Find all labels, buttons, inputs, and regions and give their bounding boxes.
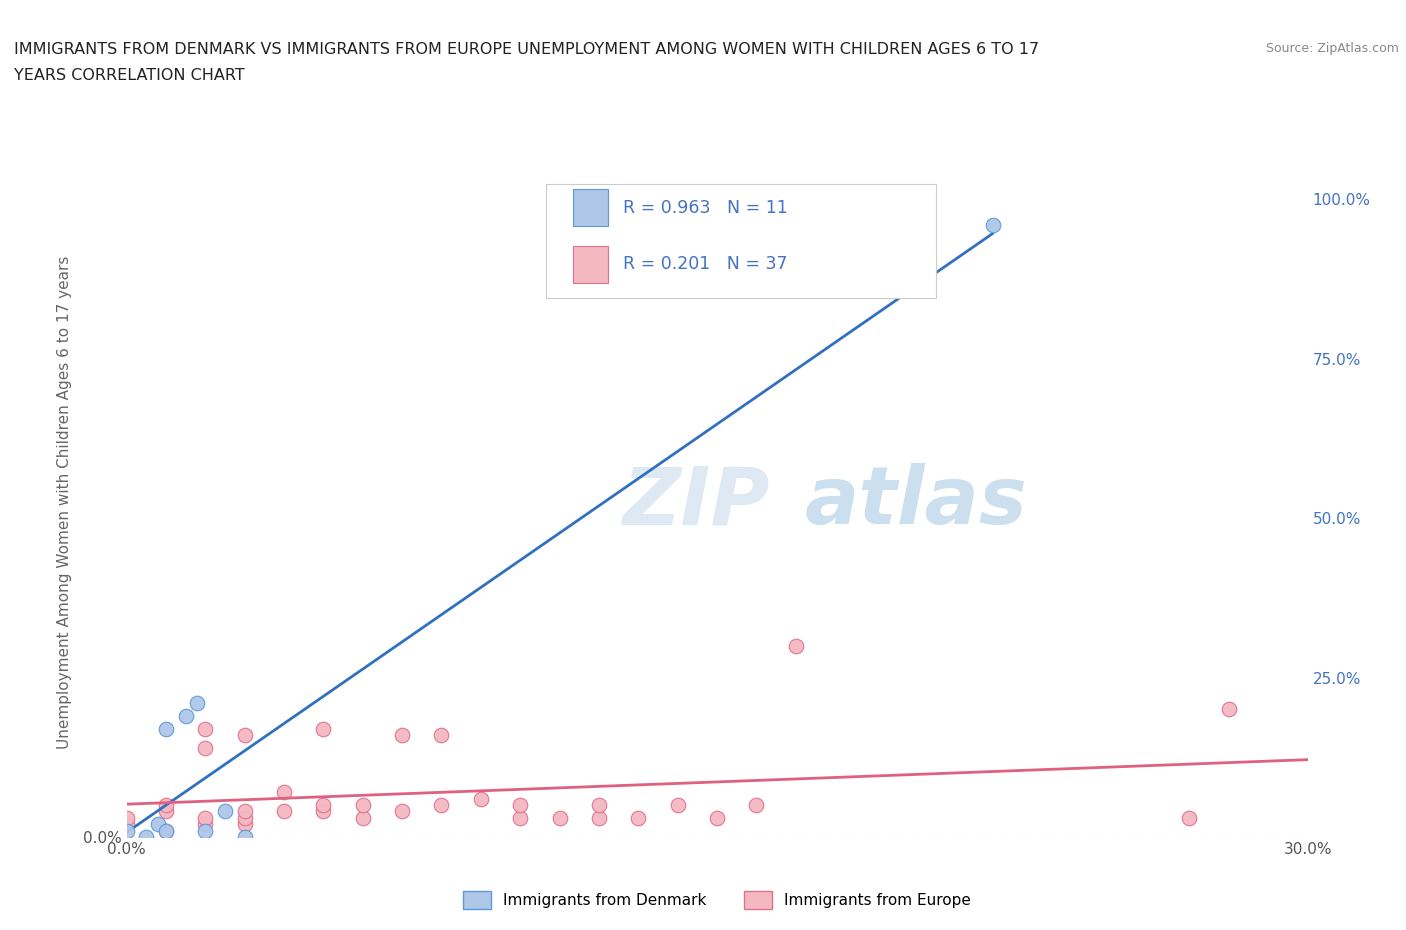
Point: [312, 804, 335, 819]
Point: [745, 798, 768, 813]
Point: [155, 823, 177, 838]
Point: [509, 810, 531, 825]
Point: [1178, 810, 1201, 825]
Point: [509, 798, 531, 813]
Point: [1218, 702, 1240, 717]
Point: [115, 817, 138, 831]
Point: [155, 798, 177, 813]
Point: [233, 810, 256, 825]
Point: [352, 798, 374, 813]
Point: [548, 810, 571, 825]
Point: [981, 218, 1004, 232]
Text: YEARS CORRELATION CHART: YEARS CORRELATION CHART: [14, 68, 245, 83]
Point: [666, 798, 689, 813]
Legend: Immigrants from Denmark, Immigrants from Europe: Immigrants from Denmark, Immigrants from…: [456, 884, 979, 916]
Point: [194, 817, 217, 831]
Point: [430, 798, 453, 813]
Point: [194, 823, 217, 838]
Point: [155, 804, 177, 819]
Text: IMMIGRANTS FROM DENMARK VS IMMIGRANTS FROM EUROPE UNEMPLOYMENT AMONG WOMEN WITH : IMMIGRANTS FROM DENMARK VS IMMIGRANTS FR…: [14, 42, 1039, 57]
Text: R = 0.201   N = 37: R = 0.201 N = 37: [623, 255, 787, 273]
Point: [233, 804, 256, 819]
FancyBboxPatch shape: [574, 190, 609, 226]
Point: [214, 804, 236, 819]
Point: [706, 810, 728, 825]
Point: [588, 798, 610, 813]
Point: [785, 638, 807, 653]
Point: [194, 810, 217, 825]
Point: [627, 810, 650, 825]
Point: [174, 709, 197, 724]
FancyBboxPatch shape: [574, 246, 609, 283]
Point: [233, 727, 256, 742]
Point: [135, 830, 157, 844]
Point: [273, 785, 295, 800]
Point: [312, 798, 335, 813]
Point: [470, 791, 492, 806]
Point: [186, 696, 208, 711]
Text: atlas: atlas: [804, 463, 1028, 541]
Text: Source: ZipAtlas.com: Source: ZipAtlas.com: [1265, 42, 1399, 55]
Point: [115, 810, 138, 825]
Point: [273, 804, 295, 819]
Point: [588, 810, 610, 825]
Text: ZIP: ZIP: [623, 463, 770, 541]
Point: [194, 721, 217, 736]
FancyBboxPatch shape: [546, 184, 935, 298]
Point: [194, 740, 217, 755]
Point: [115, 823, 138, 838]
Point: [430, 727, 453, 742]
Point: [233, 830, 256, 844]
Point: [391, 804, 413, 819]
Point: [155, 823, 177, 838]
Y-axis label: Unemployment Among Women with Children Ages 6 to 17 years: Unemployment Among Women with Children A…: [56, 256, 72, 749]
Point: [391, 727, 413, 742]
Text: R = 0.963   N = 11: R = 0.963 N = 11: [623, 199, 787, 217]
Point: [146, 817, 169, 831]
Point: [312, 721, 335, 736]
Point: [233, 817, 256, 831]
Point: [155, 721, 177, 736]
Point: [352, 810, 374, 825]
